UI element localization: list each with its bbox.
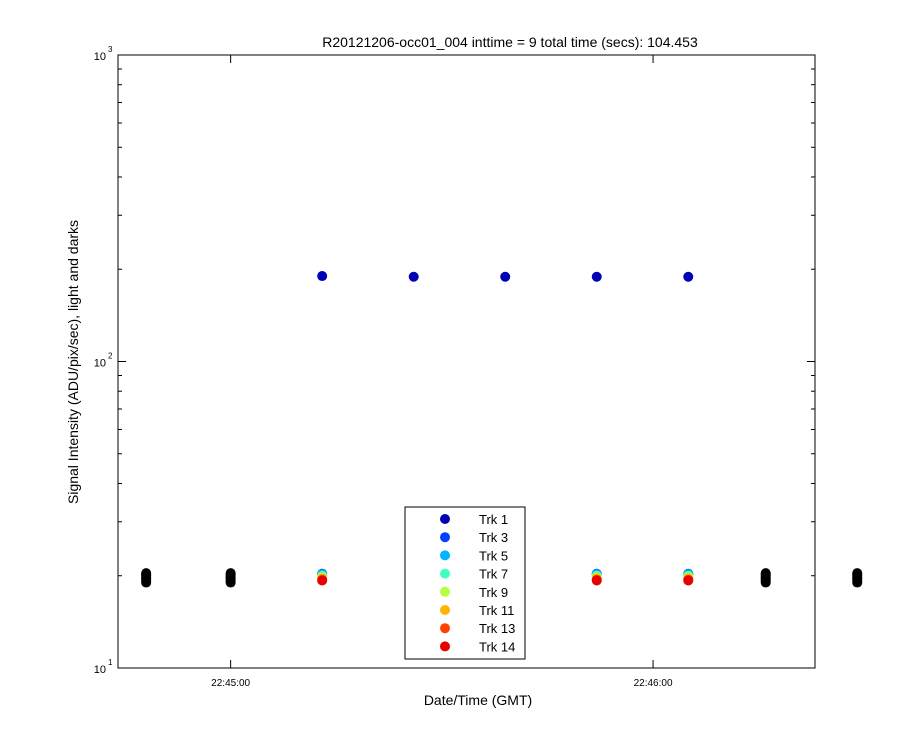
legend-label: Trk 9 [479, 585, 508, 600]
chart-title: R20121206-occ01_004 inttime = 9 total ti… [322, 34, 698, 50]
legend-marker [440, 514, 450, 524]
legend-label: Trk 14 [479, 639, 515, 654]
data-point [591, 575, 602, 586]
data-points [141, 271, 863, 588]
legend: Trk 1 Trk 3 Trk 5 Trk 7 Trk 9 Trk 11 Trk 13 Trk… [404, 506, 526, 660]
legend-marker [440, 550, 450, 561]
legend-marker [440, 532, 450, 543]
dark-point [141, 568, 152, 579]
y-tick-exponent: 3 [108, 45, 113, 54]
x-tick-label: 22:46:00 [634, 678, 673, 689]
legend-label: Trk 11 [479, 603, 514, 618]
legend-box [404, 506, 526, 660]
legend-marker [440, 605, 450, 615]
y-tick-exponent: 1 [108, 658, 113, 667]
legend-label: Trk 13 [479, 621, 515, 636]
data-point [683, 575, 694, 586]
data-point [683, 271, 694, 282]
legend-label: Trk 3 [479, 530, 508, 545]
legend-marker [440, 586, 450, 597]
y-tick-label: 10 [94, 51, 106, 63]
plot-frame [117, 54, 816, 669]
legend-label: Trk 5 [479, 548, 508, 563]
y-axis-label: Signal Intensity (ADU/pix/sec), light an… [65, 220, 81, 504]
legend-label: Trk 7 [479, 567, 508, 582]
dark-point [852, 568, 863, 579]
x-tick-label: 22:45:00 [211, 678, 250, 689]
legend-label: Trk 1 [479, 512, 508, 527]
legend-marker [440, 568, 450, 579]
y-tick-label: 10 [94, 358, 106, 370]
data-point [591, 271, 602, 282]
data-point [317, 575, 328, 586]
legend-marker [440, 623, 450, 634]
data-point [408, 271, 419, 282]
y-tick-exponent: 2 [108, 352, 113, 361]
y-tick-label: 10 [94, 664, 106, 676]
data-point [500, 271, 511, 282]
dark-point [760, 568, 771, 579]
legend-marker [440, 641, 450, 652]
dark-point [225, 568, 236, 579]
data-point [317, 271, 328, 282]
x-axis-label: Date/Time (GMT) [424, 692, 532, 708]
